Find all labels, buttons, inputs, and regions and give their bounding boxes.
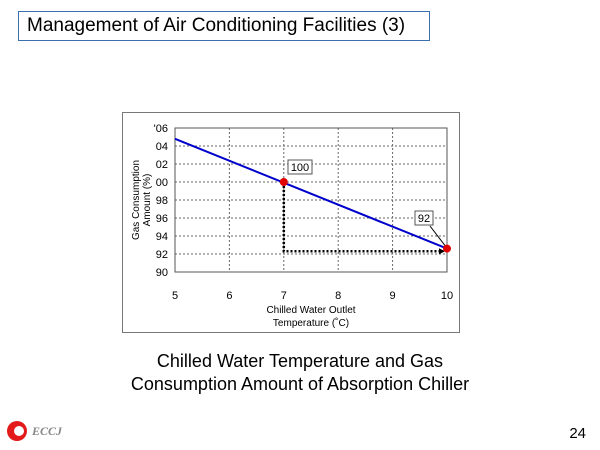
logo-text: ECCJ: [32, 423, 63, 438]
caption-line-2: Consumption Amount of Absorption Chiller: [130, 374, 470, 394]
x-axis-label: Temperature (˚C): [273, 317, 349, 329]
data-point: [279, 178, 288, 186]
y-tick-label: 94: [156, 231, 168, 243]
callout-line: [429, 225, 446, 246]
chart-frame: [122, 112, 460, 333]
x-tick-label: 5: [172, 290, 178, 302]
slide-title: Management of Air Conditioning Facilitie…: [18, 11, 430, 41]
x-tick-label: 8: [335, 290, 341, 302]
data-label: 100: [291, 162, 309, 174]
x-tick-label: 7: [281, 290, 287, 302]
chart-caption: Chilled Water Temperature and Gas Consum…: [0, 350, 600, 396]
plot-area: [174, 127, 448, 273]
drop-line: [282, 182, 441, 253]
data-point: [443, 244, 451, 253]
y-tick-label: 00: [156, 177, 168, 189]
y-tick-label: 02: [156, 159, 168, 171]
eccj-logo: ECCJ: [6, 420, 62, 442]
y-tick-label: 96: [156, 213, 168, 225]
caption-line-1: Chilled Water Temperature and Gas: [156, 351, 444, 371]
label-box: [414, 210, 434, 226]
y-tick-label: 90: [156, 267, 168, 279]
x-tick-label: 6: [226, 290, 232, 302]
x-tick-label: 10: [441, 290, 453, 302]
y-tick-label: 98: [156, 195, 168, 207]
y-tick-label: 04: [156, 141, 168, 153]
y-tick-label: 92: [156, 249, 168, 261]
y-tick-label: '06: [154, 123, 168, 135]
y-axis-label: Gas Consumption: [131, 160, 142, 240]
x-axis-label: Chilled Water Outlet: [266, 305, 355, 316]
series-line: [174, 137, 448, 250]
arrowhead: [439, 248, 445, 255]
y-axis-label: Amount (%): [142, 174, 153, 227]
eccj-logo-icon: [7, 421, 27, 441]
x-tick-label: 9: [390, 290, 396, 302]
page-number: 24: [569, 425, 586, 442]
data-label: 92: [418, 213, 430, 225]
label-box: [287, 159, 313, 175]
